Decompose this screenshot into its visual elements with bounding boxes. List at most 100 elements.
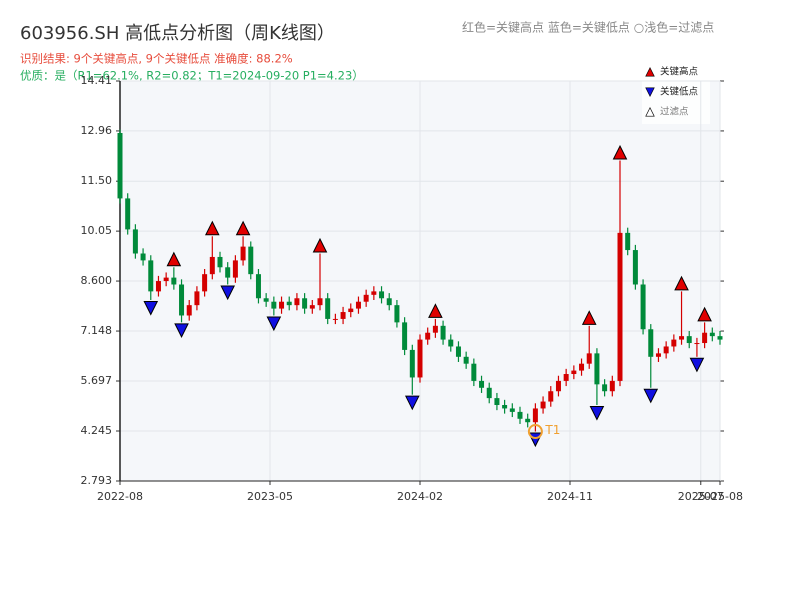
y-tick-label: 2.793 bbox=[81, 474, 113, 487]
y-tick-label: 8.600 bbox=[81, 274, 113, 287]
candle-body bbox=[448, 339, 454, 347]
candle-body bbox=[202, 274, 208, 292]
candle-body bbox=[409, 349, 415, 378]
candle-body bbox=[417, 339, 423, 378]
key-high-marker bbox=[428, 303, 443, 318]
candle-body bbox=[232, 260, 238, 278]
legend-label: 关键高点 bbox=[660, 66, 699, 78]
candle-body bbox=[425, 332, 431, 340]
candle-body bbox=[532, 408, 538, 423]
candle-body bbox=[555, 380, 561, 392]
candle-body bbox=[294, 298, 300, 306]
candle-body bbox=[640, 284, 646, 330]
key-low-marker bbox=[689, 357, 705, 373]
key-low-marker bbox=[220, 285, 236, 301]
key-high-marker bbox=[674, 275, 689, 291]
candle-body bbox=[209, 256, 215, 275]
y-tick-label: 5.697 bbox=[81, 374, 113, 387]
key-low-marker bbox=[589, 406, 605, 421]
candle-body bbox=[179, 284, 185, 316]
candle-body bbox=[648, 329, 654, 357]
key-high-marker bbox=[581, 310, 597, 325]
y-tick-label: 7.148 bbox=[81, 324, 113, 337]
candle-body bbox=[502, 405, 508, 409]
candle-body bbox=[125, 198, 131, 230]
key-low-marker bbox=[143, 300, 159, 316]
t1-marker bbox=[527, 424, 543, 440]
candle-body bbox=[371, 291, 377, 295]
y-tick-label: 12.96 bbox=[81, 124, 113, 137]
candle-body bbox=[217, 256, 223, 268]
candle-body bbox=[540, 401, 546, 409]
key-high-marker bbox=[612, 144, 628, 160]
x-tick-label: 2022-08 bbox=[97, 490, 143, 503]
y-tick-label: 4.245 bbox=[81, 424, 113, 437]
candle-body bbox=[617, 232, 623, 381]
candle-body bbox=[325, 298, 331, 319]
candle-body bbox=[455, 346, 461, 357]
candle-body bbox=[379, 291, 385, 299]
color-note: 红色=关键高点 蓝色=关键低点 ○浅色=过滤点 bbox=[462, 20, 714, 35]
key-high-marker bbox=[204, 220, 220, 236]
candle-body bbox=[702, 332, 708, 344]
candle-body bbox=[302, 298, 308, 309]
legend-marker bbox=[645, 107, 655, 117]
key-high-marker bbox=[235, 220, 251, 236]
candle-body bbox=[525, 418, 531, 423]
quality-note: 优质：是（R1=62.1%, R2=0.82；T1=2024-09-20 P1=… bbox=[20, 69, 364, 83]
candle-body bbox=[309, 305, 315, 309]
candle-body bbox=[517, 411, 523, 419]
candle-body bbox=[486, 387, 492, 399]
candle-body bbox=[602, 384, 608, 392]
candle-body bbox=[317, 298, 323, 306]
x-tick-label: 2024-11 bbox=[547, 490, 593, 503]
candle-body bbox=[563, 374, 569, 381]
candle-body bbox=[355, 301, 361, 309]
candle-body bbox=[686, 336, 692, 344]
legend-marker bbox=[645, 87, 655, 97]
candle-body bbox=[440, 325, 446, 340]
legend-label: 过滤点 bbox=[660, 106, 689, 118]
key-low-marker bbox=[404, 395, 420, 411]
candle-body bbox=[402, 322, 408, 350]
x-tick-label: 2025-08 bbox=[697, 490, 743, 503]
candle-body bbox=[432, 325, 438, 333]
y-tick-label: 10.05 bbox=[81, 224, 113, 237]
candle-body bbox=[140, 253, 146, 261]
subtitle: 识别结果: 9个关键高点, 9个关键低点 准确度: 88.2% bbox=[20, 52, 293, 66]
candle-body bbox=[194, 291, 200, 306]
y-tick-label: 11.50 bbox=[81, 174, 113, 187]
candle-body bbox=[625, 232, 631, 251]
candle-body bbox=[594, 353, 600, 385]
y-tick-label: 14.41 bbox=[81, 74, 113, 87]
candle-body bbox=[263, 298, 269, 302]
candle-body bbox=[340, 312, 346, 319]
candle-body bbox=[463, 356, 469, 364]
candle-body bbox=[609, 380, 615, 392]
key-high-marker bbox=[312, 237, 328, 253]
legend-marker bbox=[645, 67, 655, 77]
candle-body bbox=[548, 391, 554, 402]
t1-label: T1 bbox=[544, 423, 560, 437]
candle-body bbox=[571, 370, 577, 375]
key-low-marker bbox=[643, 388, 659, 404]
candle-body bbox=[363, 294, 369, 302]
candle-body bbox=[332, 318, 338, 320]
candle-body bbox=[694, 343, 700, 345]
candle-body bbox=[586, 353, 592, 364]
candle-body bbox=[394, 305, 400, 323]
candle-body bbox=[117, 132, 123, 199]
candle-body bbox=[671, 339, 677, 347]
legend-label: 关键低点 bbox=[660, 86, 699, 98]
candle-body bbox=[663, 346, 669, 354]
candle-body bbox=[471, 363, 477, 381]
candle-body bbox=[632, 250, 638, 285]
candle-body bbox=[271, 301, 277, 309]
candle-body bbox=[709, 332, 715, 337]
candle-body bbox=[248, 246, 254, 275]
candle-body bbox=[163, 277, 169, 282]
candle-body bbox=[240, 246, 246, 261]
candle-body bbox=[279, 301, 285, 309]
x-tick-label: 2024-02 bbox=[397, 490, 443, 503]
